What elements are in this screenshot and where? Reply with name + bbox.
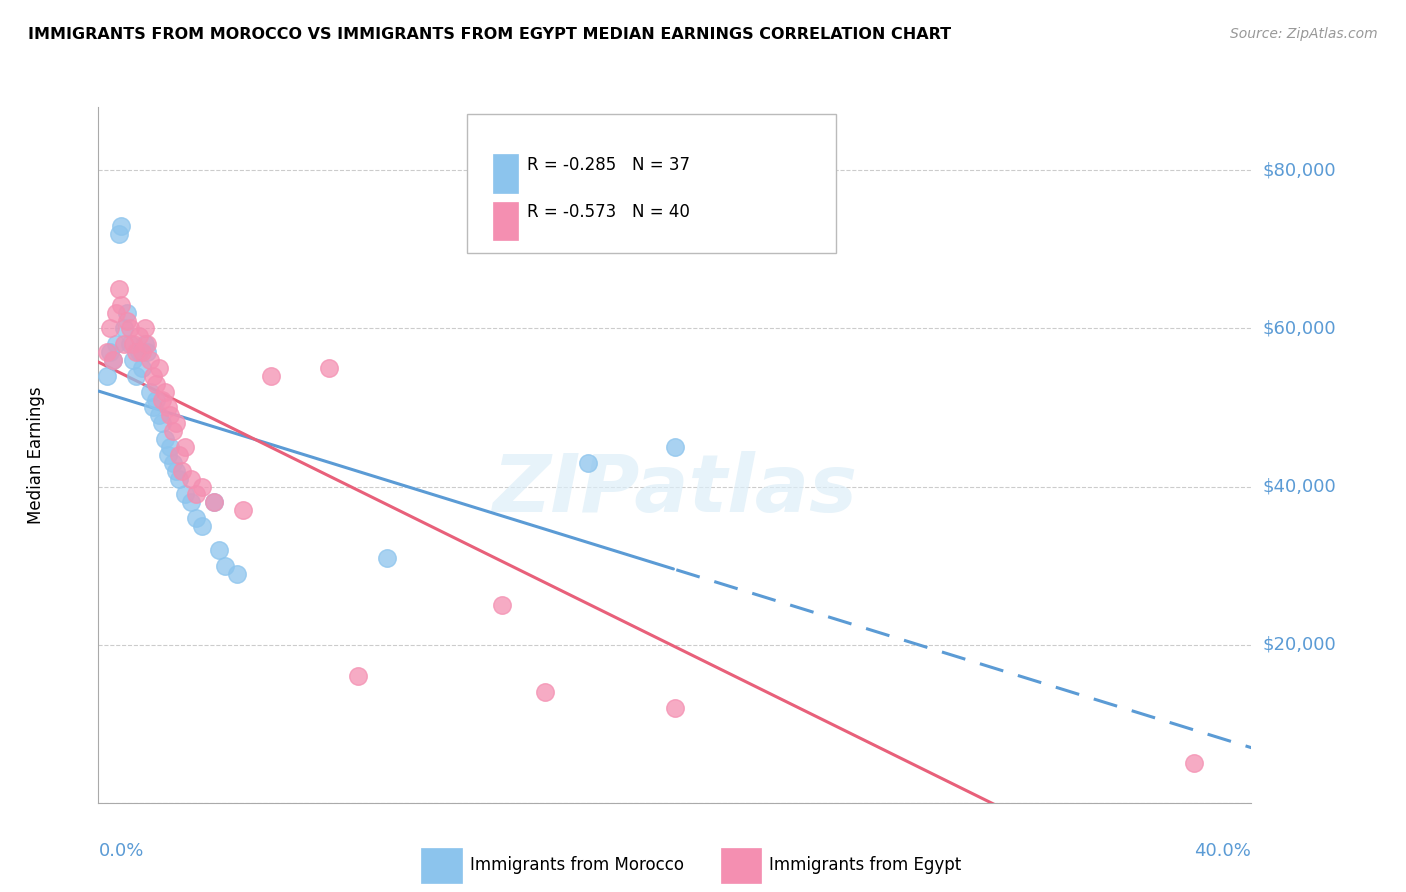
Point: [131, 345, 153, 359]
Point: [112, 321, 135, 335]
Point: [664, 440, 686, 454]
Point: [96, 368, 118, 383]
Point: [145, 392, 167, 407]
Point: [186, 511, 208, 525]
Text: Immigrants from Morocco: Immigrants from Morocco: [470, 856, 683, 874]
Point: [208, 542, 231, 557]
Point: [180, 495, 202, 509]
Point: [112, 337, 135, 351]
Point: [202, 495, 225, 509]
Point: [145, 376, 167, 391]
Point: [165, 417, 187, 431]
Point: [159, 409, 181, 423]
Bar: [721, 848, 762, 883]
Point: [260, 368, 283, 383]
Point: [134, 337, 156, 351]
Point: [142, 368, 165, 383]
Point: [110, 219, 132, 233]
Point: [162, 424, 184, 438]
Point: [180, 472, 202, 486]
Point: [167, 448, 190, 462]
Text: R = -0.285   N = 37: R = -0.285 N = 37: [527, 156, 690, 174]
Point: [117, 313, 138, 327]
Point: [318, 361, 340, 376]
Point: [110, 298, 132, 312]
Point: [231, 503, 254, 517]
Text: 40.0%: 40.0%: [1195, 842, 1251, 860]
Point: [170, 464, 193, 478]
Text: Median Earnings: Median Earnings: [27, 386, 45, 524]
Point: [98, 345, 121, 359]
Text: $20,000: $20,000: [1263, 636, 1336, 654]
Point: [117, 305, 138, 319]
Point: [153, 384, 176, 399]
Bar: [492, 202, 517, 240]
Point: [191, 479, 214, 493]
Point: [1182, 756, 1205, 771]
Text: Source: ZipAtlas.com: Source: ZipAtlas.com: [1230, 27, 1378, 41]
Text: $80,000: $80,000: [1263, 161, 1336, 179]
Point: [174, 440, 197, 454]
Point: [107, 227, 129, 241]
Point: [191, 519, 214, 533]
Text: ZIPatlas: ZIPatlas: [492, 450, 858, 529]
Point: [534, 685, 557, 699]
Point: [578, 456, 600, 470]
Text: $60,000: $60,000: [1263, 319, 1336, 337]
Point: [491, 598, 513, 612]
Point: [136, 345, 159, 359]
Point: [104, 305, 127, 319]
Point: [131, 361, 153, 376]
Bar: [492, 154, 517, 193]
Point: [96, 345, 118, 359]
Point: [101, 353, 124, 368]
Point: [167, 472, 190, 486]
Point: [375, 550, 398, 565]
Point: [98, 321, 121, 335]
Text: $40,000: $40,000: [1263, 477, 1336, 496]
Point: [134, 321, 156, 335]
Point: [104, 337, 127, 351]
Point: [156, 401, 179, 415]
Point: [202, 495, 225, 509]
Point: [139, 384, 162, 399]
Point: [174, 487, 197, 501]
Point: [150, 417, 173, 431]
Point: [136, 337, 159, 351]
Point: [142, 401, 165, 415]
Point: [346, 669, 368, 683]
Point: [150, 392, 173, 407]
Point: [148, 361, 170, 376]
Point: [122, 353, 145, 368]
Point: [125, 345, 148, 359]
Point: [165, 464, 187, 478]
Point: [128, 345, 150, 359]
Point: [186, 487, 208, 501]
Text: 0.0%: 0.0%: [98, 842, 143, 860]
Point: [107, 282, 129, 296]
Point: [162, 456, 184, 470]
Point: [125, 368, 148, 383]
Point: [148, 409, 170, 423]
Point: [153, 432, 176, 446]
Point: [225, 566, 247, 581]
Point: [664, 701, 686, 715]
Point: [120, 337, 142, 351]
Text: R = -0.573   N = 40: R = -0.573 N = 40: [527, 203, 690, 221]
Text: IMMIGRANTS FROM MOROCCO VS IMMIGRANTS FROM EGYPT MEDIAN EARNINGS CORRELATION CHA: IMMIGRANTS FROM MOROCCO VS IMMIGRANTS FR…: [28, 27, 952, 42]
Point: [101, 353, 124, 368]
Bar: [422, 848, 461, 883]
Point: [120, 321, 142, 335]
Point: [139, 353, 162, 368]
Text: Immigrants from Egypt: Immigrants from Egypt: [769, 856, 962, 874]
Point: [122, 337, 145, 351]
Point: [156, 448, 179, 462]
Point: [159, 440, 181, 454]
Point: [214, 558, 236, 573]
FancyBboxPatch shape: [467, 114, 837, 253]
Point: [128, 329, 150, 343]
